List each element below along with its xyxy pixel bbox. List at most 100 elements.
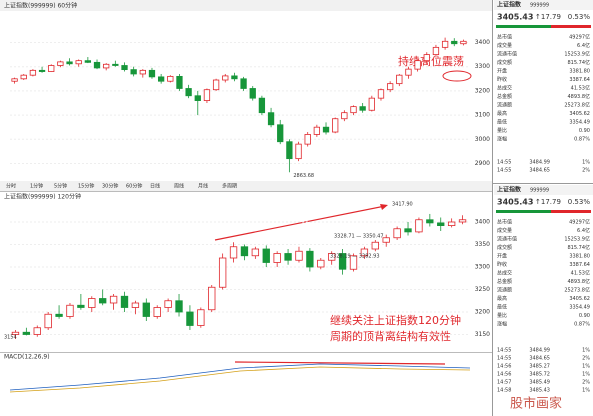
row-value: 3405.62 bbox=[569, 111, 590, 117]
candle-body bbox=[222, 75, 229, 81]
tab: 60分钟 bbox=[126, 183, 142, 190]
price-label: 3328.71 — 3350.47 bbox=[334, 234, 384, 240]
candle-body bbox=[66, 61, 73, 65]
candle-body bbox=[20, 74, 27, 80]
candle-body bbox=[120, 295, 129, 308]
indicator-line bbox=[9, 363, 471, 391]
candle-body bbox=[258, 97, 266, 114]
trade-price: 3484.99 bbox=[529, 348, 550, 354]
trade-price: 3484.99 bbox=[529, 160, 550, 166]
candle-body bbox=[148, 69, 156, 78]
candle-body bbox=[208, 286, 216, 311]
row-label: 开盘 bbox=[497, 68, 507, 75]
watermark: 股市画家 bbox=[510, 396, 562, 412]
highlight bbox=[442, 70, 472, 82]
candle-body bbox=[441, 40, 449, 48]
chart-title: 上证指数(999999) 120分钟 bbox=[4, 193, 81, 201]
candle-body bbox=[84, 60, 92, 63]
trade-time: 14:57 bbox=[497, 380, 511, 386]
row-value: 3387.64 bbox=[569, 77, 590, 83]
candle-body bbox=[371, 241, 379, 250]
candle-body bbox=[332, 118, 339, 133]
candle-body bbox=[167, 75, 174, 82]
tab: 5分钟 bbox=[54, 183, 67, 190]
tab: 月线 bbox=[198, 183, 208, 190]
candle-body bbox=[360, 248, 369, 257]
row-label: 总市值 bbox=[497, 34, 512, 41]
candle-body bbox=[57, 61, 64, 66]
tab: 1分钟 bbox=[30, 183, 43, 190]
y-tick-label: 3400 bbox=[475, 39, 490, 46]
row-value: 0.90 bbox=[579, 313, 590, 319]
row-value: 6.4亿 bbox=[577, 42, 590, 49]
candle-body bbox=[142, 302, 150, 317]
candle-body bbox=[197, 309, 205, 326]
panel-header bbox=[494, 185, 593, 195]
candle-body bbox=[249, 88, 256, 99]
trade-pct: 1% bbox=[582, 364, 590, 370]
row-label: 总市值 bbox=[497, 219, 512, 226]
candle-body bbox=[277, 124, 284, 143]
y-tick-label: 3000 bbox=[475, 136, 490, 143]
candle-body bbox=[306, 250, 314, 268]
price: 3405.43 bbox=[497, 198, 533, 207]
row-value: 41.53亿 bbox=[571, 270, 590, 277]
candle-body bbox=[405, 68, 412, 76]
trade-pct: 2% bbox=[582, 356, 590, 362]
price-label: 3154 bbox=[4, 335, 17, 341]
candle-body bbox=[131, 302, 140, 308]
candle-body bbox=[240, 78, 247, 89]
row-value: 0.90 bbox=[579, 128, 590, 134]
trade-price: 3485.49 bbox=[529, 380, 550, 386]
change-pct: 0.53% bbox=[568, 13, 591, 21]
change-pct: 0.53% bbox=[568, 198, 591, 206]
y-tick-label: 3300 bbox=[475, 264, 490, 271]
annotation: 周期的顶背离结构有效性 bbox=[330, 329, 451, 343]
stock-code: 999999 bbox=[530, 188, 549, 194]
row-label: 昨收 bbox=[497, 261, 507, 268]
candle-body bbox=[33, 327, 41, 335]
candle-body bbox=[404, 228, 412, 233]
candle-body bbox=[304, 134, 311, 145]
trade-pct: 1% bbox=[582, 388, 590, 394]
row-label: 成交量 bbox=[497, 42, 512, 49]
candle-body bbox=[121, 65, 128, 71]
row-value: 25273.8亿 bbox=[564, 102, 590, 109]
candle-body bbox=[396, 74, 403, 85]
bar bbox=[551, 210, 591, 213]
arrow bbox=[380, 204, 388, 210]
candle-body bbox=[66, 304, 74, 317]
row-value: 3387.64 bbox=[569, 262, 590, 268]
candle-body bbox=[377, 89, 385, 99]
candle-body bbox=[415, 219, 423, 233]
candle-body bbox=[341, 112, 348, 120]
annotation: 继续关注上证指数120分钟 bbox=[330, 313, 461, 327]
row-value: 15253.9亿 bbox=[564, 51, 590, 58]
candle-body bbox=[451, 40, 458, 45]
chart-title: 上证指数(999999) 60分钟 bbox=[4, 2, 77, 10]
candle-body bbox=[44, 313, 52, 329]
candle-body bbox=[229, 246, 238, 259]
candle-body bbox=[437, 222, 445, 226]
row-label: 成交量 bbox=[497, 227, 512, 234]
row-label: 总金额 bbox=[497, 93, 512, 100]
candle-body bbox=[338, 253, 347, 270]
price: 3405.43 bbox=[497, 13, 533, 22]
row-label: 成交额 bbox=[497, 59, 512, 66]
row-label: 开盘 bbox=[497, 253, 507, 260]
row-value: 3354.49 bbox=[569, 120, 590, 126]
candle-body bbox=[112, 63, 119, 66]
trade-price: 3485.27 bbox=[529, 364, 550, 370]
trade-price: 3484.65 bbox=[529, 356, 550, 362]
candle-body bbox=[194, 95, 201, 101]
y-tick-label: 3100 bbox=[475, 112, 490, 119]
candle-body bbox=[88, 298, 96, 308]
y-tick-label: 3200 bbox=[475, 87, 490, 94]
stock-name: 上证指数 bbox=[497, 1, 522, 9]
trend-line bbox=[234, 361, 446, 365]
change: ↑17.79 bbox=[535, 198, 561, 206]
y-tick-label: 2900 bbox=[475, 160, 490, 167]
trade-price: 3484.65 bbox=[529, 168, 550, 174]
row-label: 量比 bbox=[497, 127, 507, 134]
candle-body bbox=[212, 79, 220, 91]
